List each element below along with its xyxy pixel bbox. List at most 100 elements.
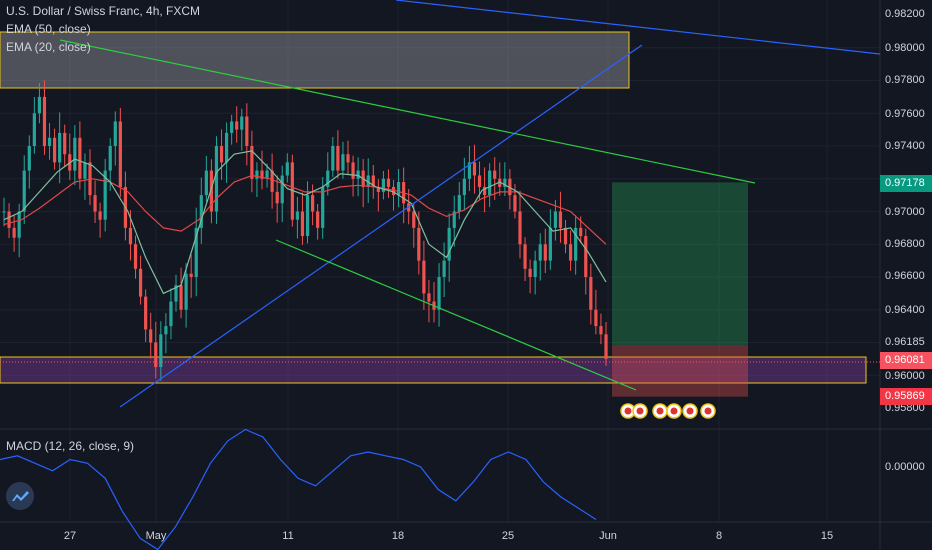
candle-body [280, 175, 284, 204]
candle-body [528, 268, 532, 277]
candle-body [255, 170, 259, 179]
candle-body [138, 268, 143, 297]
upper-trendline [395, 0, 881, 55]
candle-body [265, 170, 269, 179]
candle-body [83, 162, 87, 179]
candle-body [52, 137, 57, 163]
y-tick-label: 0.95800 [885, 402, 925, 414]
candle-body [584, 236, 588, 277]
candle-body [341, 154, 345, 171]
candle-body [78, 137, 82, 179]
candle-body [381, 178, 386, 192]
candle-body [422, 260, 426, 294]
candle-body [371, 175, 375, 187]
candle-body [194, 227, 198, 277]
candle-body [2, 211, 6, 213]
y-tick-label: 0.97600 [885, 108, 925, 120]
candle-body [93, 195, 97, 212]
candle-body [391, 186, 396, 196]
candle-body [488, 170, 492, 196]
target-zone [612, 182, 748, 345]
candle-body [58, 132, 62, 163]
candle-body [467, 162, 472, 179]
candle-body [553, 211, 558, 228]
candle-body [285, 162, 289, 176]
candle-body [17, 211, 21, 238]
candle-body [235, 121, 239, 130]
y-tick-label: 0.96600 [885, 270, 925, 282]
candle-body [179, 285, 183, 310]
candle-body [133, 244, 138, 269]
candle-body [174, 285, 178, 302]
entry-price-label: 0.96185 [885, 336, 925, 348]
candle-body [37, 96, 42, 114]
candle-body [199, 195, 203, 228]
stop-zone [612, 344, 748, 397]
candle-body [128, 227, 133, 245]
candle-body [316, 211, 320, 228]
candle-body [103, 170, 107, 220]
y-tick-label: 0.97400 [885, 140, 925, 152]
candle-body [224, 132, 229, 163]
candle-body [144, 296, 148, 330]
channel-bottom-line [275, 239, 637, 391]
ema50-legend[interactable]: EMA (50, close) [6, 22, 91, 36]
macd-legend[interactable]: MACD (12, 26, close, 9) [6, 439, 135, 453]
candle-body [594, 309, 598, 327]
event-flag-icon [624, 407, 632, 415]
candle-body [351, 162, 355, 179]
candle-body [12, 227, 16, 238]
candle-body [477, 175, 482, 187]
candle-body [452, 211, 456, 228]
x-tick-label: Jun [599, 530, 617, 542]
candle-body [548, 227, 552, 261]
candle-body [386, 178, 391, 187]
event-flag-icon [686, 407, 694, 415]
event-flag-icon [670, 407, 678, 415]
candle-body [331, 146, 335, 171]
y-tick-label: 0.96000 [885, 370, 925, 382]
event-flag-icon [636, 407, 644, 415]
candle-body [503, 178, 507, 187]
candle-body [427, 293, 431, 302]
event-flag-icon [656, 407, 664, 415]
x-tick-label: 8 [715, 530, 723, 542]
candle-body [169, 301, 173, 327]
candle-body [396, 182, 401, 196]
candle-body [108, 146, 112, 171]
candle-body [275, 191, 279, 204]
candle-body [508, 178, 512, 196]
candle-body [113, 121, 117, 146]
candle-body [538, 244, 542, 261]
candle-body [270, 170, 274, 192]
y-tick-label: 0.98000 [885, 42, 925, 54]
candle-body [245, 116, 249, 146]
candle-body [300, 211, 305, 237]
candle-body [563, 227, 568, 245]
tradingview-logo-icon[interactable] [6, 482, 34, 510]
candle-body [204, 170, 208, 196]
candle-body [498, 178, 502, 187]
candle-body [214, 146, 219, 212]
event-flag-icon [704, 407, 712, 415]
y-tick-label: 0.96400 [885, 304, 925, 316]
channel-top-line [59, 39, 756, 184]
candle-body [209, 170, 214, 212]
candle-body [599, 326, 603, 335]
candle-body [442, 260, 446, 277]
stop-price-badge: 0.95869 [880, 388, 932, 405]
x-tick-label: 25 [501, 530, 515, 542]
candle-body [98, 211, 102, 220]
candle-body [604, 334, 608, 359]
candle-body [310, 195, 315, 212]
candle-body [42, 96, 47, 146]
ema20-legend[interactable]: EMA (20, close) [6, 40, 91, 54]
candle-body [7, 211, 11, 228]
candle-body [63, 132, 67, 155]
candle-body [579, 227, 583, 237]
supply-zone [0, 31, 630, 89]
x-tick-label: 15 [820, 530, 834, 542]
candle-body [22, 170, 26, 212]
candle-body [482, 186, 487, 196]
